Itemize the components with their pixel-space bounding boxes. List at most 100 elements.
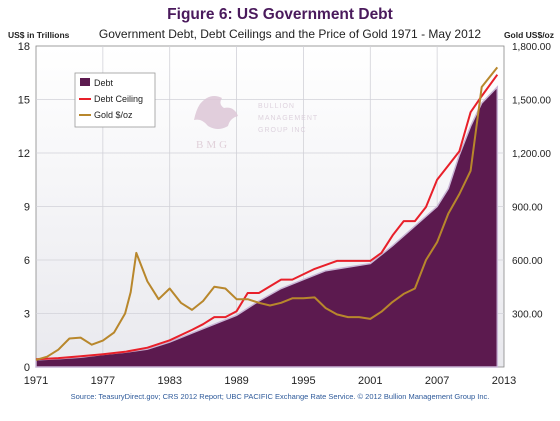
data-point-gold-oz [425, 259, 427, 261]
data-point-debt-ceiling [147, 347, 149, 349]
data-point-gold-oz [392, 301, 394, 303]
data-point-gold-oz [147, 281, 149, 283]
data-point-debt [369, 263, 371, 265]
data-point-gold-oz [403, 293, 405, 295]
data-point-debt-ceiling [213, 316, 215, 318]
chart-subtitle: Government Debt, Debt Ceilings and the P… [98, 27, 482, 41]
data-point-gold-oz [459, 193, 461, 195]
data-point-debt-ceiling [102, 353, 104, 355]
y2-tick-label: 1,500.00 [512, 96, 551, 107]
data-point-debt [447, 188, 449, 190]
data-point-debt-ceiling [447, 165, 449, 167]
data-point-debt-ceiling [236, 310, 238, 312]
data-point-debt-ceiling [496, 74, 498, 76]
y-tick-label: 3 [24, 309, 30, 321]
data-point-debt-ceiling [459, 150, 461, 152]
series-layer [35, 66, 499, 368]
data-point-gold-oz [130, 291, 132, 293]
data-point-debt [303, 279, 305, 281]
data-point-debt-ceiling [280, 279, 282, 281]
data-point-gold-oz [213, 286, 215, 288]
data-point-gold-oz [158, 298, 160, 300]
y-tick-label: 15 [18, 95, 30, 107]
x-tick-label: 1995 [291, 375, 315, 387]
data-point-debt-ceiling [436, 179, 438, 181]
data-point-gold-oz [35, 359, 37, 361]
y2-tick-label: 1,200.00 [512, 149, 551, 160]
data-point-gold-oz [280, 302, 282, 304]
data-point-debt-ceiling [470, 111, 472, 113]
legend-swatch-debt [80, 78, 90, 86]
data-point-debt [496, 86, 498, 88]
y2-tick-label: 600.00 [512, 256, 543, 267]
data-point-debt [325, 270, 327, 272]
legend-label-debt-ceiling: Debt Ceiling [94, 94, 143, 104]
data-point-gold-oz [135, 252, 137, 254]
series-line-debt-ceiling [35, 74, 499, 361]
data-point-gold-oz [124, 313, 126, 315]
data-point-gold-oz [180, 302, 182, 304]
data-point-gold-oz [191, 309, 193, 311]
data-point-gold-oz [381, 311, 383, 313]
data-point-debt-ceiling [225, 316, 227, 318]
data-point-gold-oz [269, 305, 271, 307]
data-point-debt-ceiling [258, 292, 260, 294]
data-point-gold-oz [258, 302, 260, 304]
data-point-debt-ceiling [392, 235, 394, 237]
data-point-gold-oz [236, 298, 238, 300]
x-tick-label: 1971 [24, 375, 48, 387]
data-point-debt [213, 323, 215, 325]
data-point-debt [236, 314, 238, 316]
data-point-debt-ceiling [336, 260, 338, 262]
right-axis-ticks: 300.00 600.00 900.00 1,200.00 1,500.00 1,800.… [512, 42, 551, 321]
data-point-debt [459, 154, 461, 156]
data-point-gold-oz [436, 241, 438, 243]
x-axis-ticks: 1971 1977 1983 1989 1995 2001 2007 2013 [24, 375, 516, 387]
data-point-gold-oz [447, 213, 449, 215]
y-tick-label: 0 [24, 362, 30, 374]
data-point-gold-oz [225, 288, 227, 290]
y-tick-label: 9 [24, 202, 30, 214]
watermark-line3: GROUP INC [258, 127, 307, 134]
data-point-gold-oz [91, 344, 93, 346]
data-point-gold-oz [347, 316, 349, 318]
y2-tick-label: 900.00 [512, 203, 543, 214]
data-point-gold-oz [46, 356, 48, 358]
data-point-debt-ceiling [247, 292, 249, 294]
data-point-gold-oz [291, 297, 293, 299]
data-point-debt-ceiling [291, 279, 293, 281]
chart-title: Figure 6: US Government Debt [167, 6, 393, 23]
data-point-debt [191, 332, 193, 334]
y-tick-label: 12 [18, 148, 30, 160]
watermark-line2: MANAGEMENT [258, 115, 318, 122]
data-point-debt [481, 102, 483, 104]
data-point-gold-oz [369, 318, 371, 320]
data-point-gold-oz [169, 288, 171, 290]
data-point-debt [436, 206, 438, 208]
data-point-gold-oz [496, 67, 498, 69]
data-point-gold-oz [113, 332, 115, 334]
watermark-logo: BULLION MANAGEMENT GROUP INC BMG [194, 96, 318, 151]
data-point-gold-oz [314, 297, 316, 299]
data-point-debt-ceiling [57, 357, 59, 359]
data-point-gold-oz [481, 86, 483, 88]
x-tick-label: 2001 [358, 375, 382, 387]
data-point-debt-ceiling [124, 351, 126, 353]
x-tick-label: 1989 [224, 375, 248, 387]
griffin-icon [194, 96, 238, 129]
legend-label-debt: Debt [94, 78, 114, 88]
data-point-debt-ceiling [191, 329, 193, 331]
y-tick-label: 6 [24, 255, 30, 267]
data-point-gold-oz [102, 340, 104, 342]
y2-tick-label: 300.00 [512, 310, 543, 321]
data-point-gold-oz [303, 297, 305, 299]
data-point-gold-oz [247, 298, 249, 300]
data-point-debt-ceiling [80, 355, 82, 357]
legend-label-gold: Gold $/oz [94, 110, 133, 120]
data-point-gold-oz [80, 337, 82, 339]
data-point-gold-oz [202, 300, 204, 302]
data-point-gold-oz [325, 307, 327, 309]
left-axis-title: US$ in Trillions [8, 30, 70, 40]
x-tick-label: 1983 [157, 375, 181, 387]
